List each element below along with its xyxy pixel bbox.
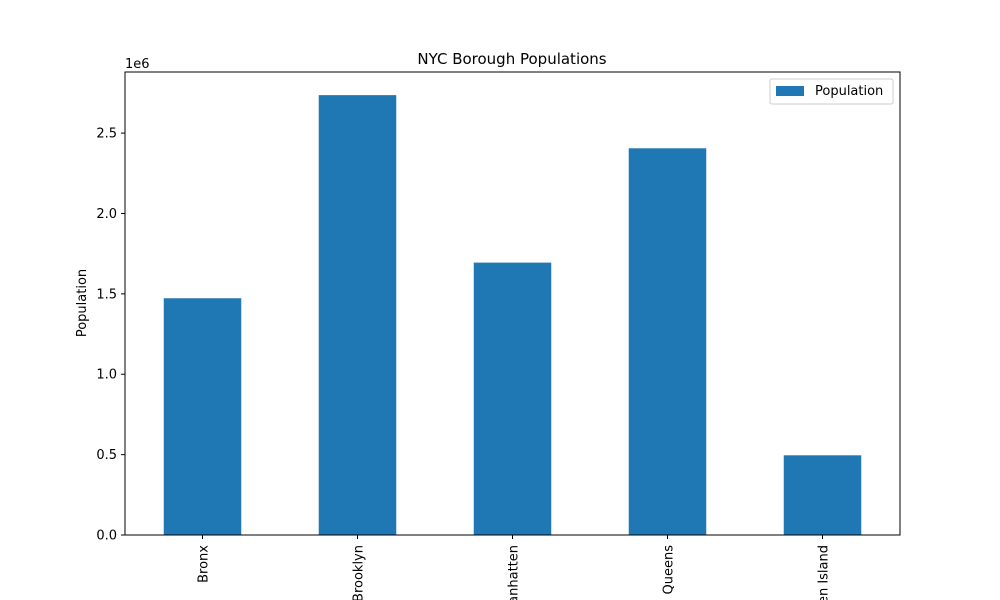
- y-tick-label: 2.0: [96, 207, 117, 222]
- y-axis-offset-label: 1e6: [125, 57, 150, 72]
- bar-queens: [628, 148, 707, 535]
- x-tick-label: Staten Island: [817, 545, 832, 600]
- x-tick-label: Bronx: [197, 545, 212, 583]
- x-tick-label: Manhatten: [507, 545, 522, 600]
- legend-swatch: [776, 86, 804, 96]
- y-axis-label: Population: [75, 269, 90, 337]
- y-tick-label: 0.0: [96, 529, 117, 544]
- legend-label: Population: [815, 84, 883, 99]
- legend-box: [769, 78, 894, 105]
- x-axis: Bronx Brooklyn Manhatten Queens Staten Islan…: [197, 535, 832, 600]
- legend: Population: [769, 78, 894, 105]
- y-tick-label: 2.5: [96, 127, 117, 142]
- chart-title: NYC Borough Populations: [417, 50, 606, 68]
- bars-group: [163, 95, 862, 536]
- bar-bronx: [163, 298, 242, 535]
- x-tick-label: Brooklyn: [352, 545, 367, 600]
- bar-brooklyn: [318, 95, 397, 536]
- bar-staten-island: [783, 455, 862, 535]
- x-tick-label: Queens: [662, 545, 677, 595]
- y-tick-label: 1.5: [96, 287, 117, 302]
- y-tick-label: 0.5: [96, 448, 117, 463]
- bar-manhatten: [473, 262, 552, 535]
- y-axis: 0.0 0.5 1.0 1.5 2.0 2.5: [96, 127, 125, 544]
- y-tick-label: 1.0: [96, 368, 117, 383]
- plot-area-frame: [124, 71, 901, 536]
